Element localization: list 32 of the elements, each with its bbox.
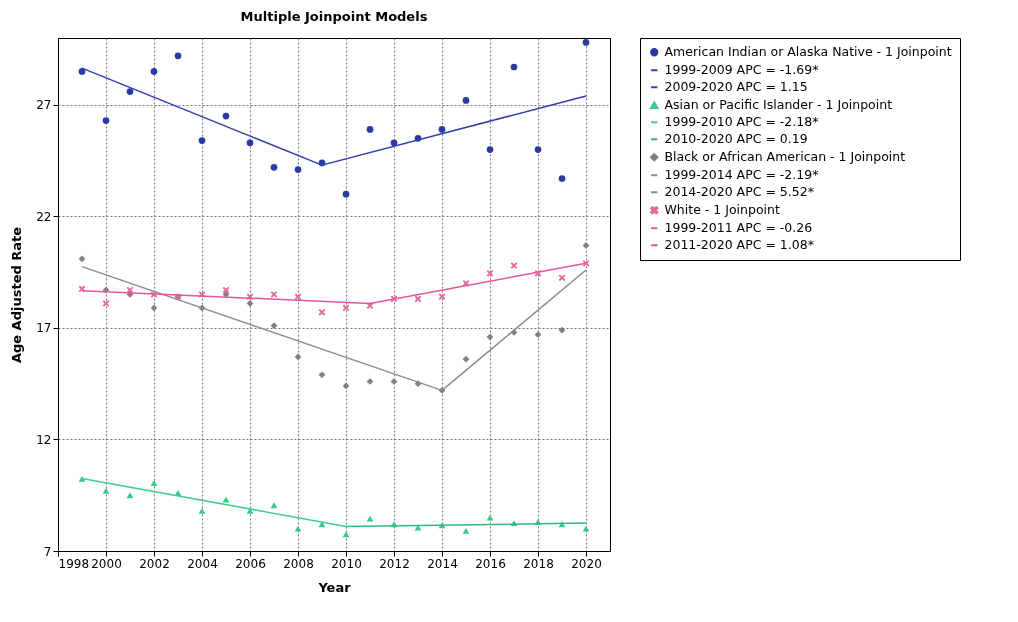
y-axis-title: Age Adjusted Rate	[9, 226, 25, 364]
x-tick-label: 2020	[571, 556, 602, 571]
legend-label: 1999-2014 APC = -2.19*	[664, 167, 819, 183]
legend-label: 2011-2020 APC = 1.08*	[664, 237, 814, 253]
legend-label: 1999-2011 APC = -0.26	[664, 220, 813, 236]
legend-label: American Indian or Alaska Native - 1 Joinpoint	[664, 44, 952, 60]
y-tick-label: 7	[43, 544, 52, 559]
legend-label: 1999-2010 APC = -2.18*	[664, 114, 819, 130]
x-tick-label: 2006	[235, 556, 266, 571]
x-axis-title: Year	[317, 579, 352, 595]
y-tick-label: 12	[36, 432, 52, 447]
legend-label: Asian or Pacific Islander - 1 Joinpoint	[664, 97, 893, 113]
legend-label: 2009-2020 APC = 1.15	[664, 79, 808, 95]
x-tick-label: 2010	[331, 556, 362, 571]
x-tick-label: 2004	[187, 556, 218, 571]
x-tick-label: 2000	[91, 556, 122, 571]
x-tick-label: 1998	[58, 556, 90, 571]
legend-label: Black or African American - 1 Joinpoint	[664, 149, 906, 165]
y-tick-label: 22	[36, 209, 52, 224]
legend-label: 2010-2020 APC = 0.19	[664, 131, 808, 147]
y-tick-label: 17	[36, 321, 52, 336]
legend-label: 1999-2009 APC = -1.69*	[664, 62, 819, 78]
legend-label: 2014-2020 APC = 5.52*	[664, 184, 814, 200]
x-tick-label: 2012	[379, 556, 410, 571]
x-tick-label: 2008	[283, 556, 314, 571]
chart-title: Multiple Joinpoint Models	[240, 8, 428, 24]
x-tick-label: 2002	[139, 556, 170, 571]
legend-label: White - 1 Joinpoint	[664, 202, 780, 218]
x-tick-label: 2018	[523, 556, 554, 571]
x-tick-label: 2016	[475, 556, 506, 571]
x-tick-label: 2014	[427, 556, 458, 571]
y-tick-label: 27	[36, 98, 52, 113]
